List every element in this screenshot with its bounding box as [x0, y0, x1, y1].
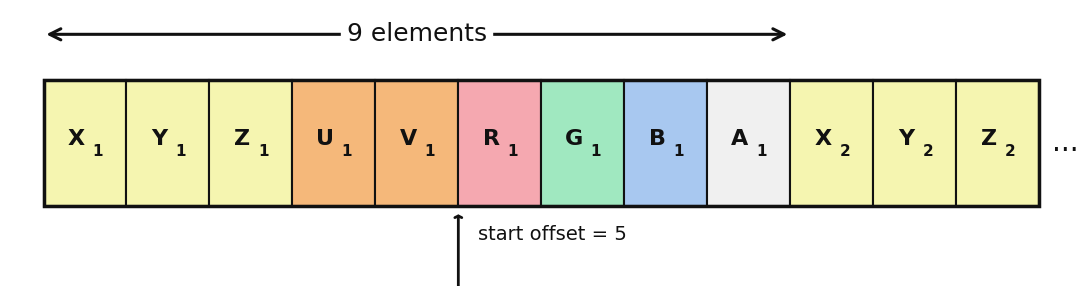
Bar: [44, 80, 1039, 206]
Bar: [873, 80, 956, 206]
Text: 1: 1: [508, 144, 518, 159]
Text: 1: 1: [92, 144, 103, 159]
Text: Y: Y: [898, 129, 914, 149]
Text: 2: 2: [1005, 144, 1016, 159]
Bar: [458, 80, 541, 206]
Bar: [209, 80, 293, 206]
Text: 1: 1: [259, 144, 269, 159]
Text: U: U: [317, 129, 334, 149]
Text: 2: 2: [923, 144, 934, 159]
Text: X: X: [815, 129, 831, 149]
Text: 1: 1: [342, 144, 353, 159]
Text: Y: Y: [151, 129, 168, 149]
Text: 1: 1: [591, 144, 601, 159]
Text: X: X: [67, 129, 85, 149]
Bar: [126, 80, 209, 206]
Bar: [375, 80, 458, 206]
Text: 9 elements: 9 elements: [347, 22, 487, 46]
Text: start offset = 5: start offset = 5: [478, 225, 627, 244]
Text: B: B: [648, 129, 666, 149]
Text: Z: Z: [234, 129, 250, 149]
Text: 2: 2: [839, 144, 850, 159]
Bar: [956, 80, 1039, 206]
Text: ...: ...: [1052, 129, 1078, 157]
Text: 1: 1: [756, 144, 767, 159]
Bar: [707, 80, 790, 206]
Text: A: A: [731, 129, 749, 149]
Bar: [625, 80, 707, 206]
Text: V: V: [399, 129, 417, 149]
Text: 1: 1: [673, 144, 684, 159]
Text: G: G: [565, 129, 583, 149]
Text: 1: 1: [424, 144, 435, 159]
Bar: [44, 80, 126, 206]
Bar: [790, 80, 874, 206]
Text: Z: Z: [980, 129, 997, 149]
Bar: [293, 80, 375, 206]
Text: 1: 1: [176, 144, 186, 159]
Text: R: R: [483, 129, 499, 149]
Bar: [541, 80, 625, 206]
